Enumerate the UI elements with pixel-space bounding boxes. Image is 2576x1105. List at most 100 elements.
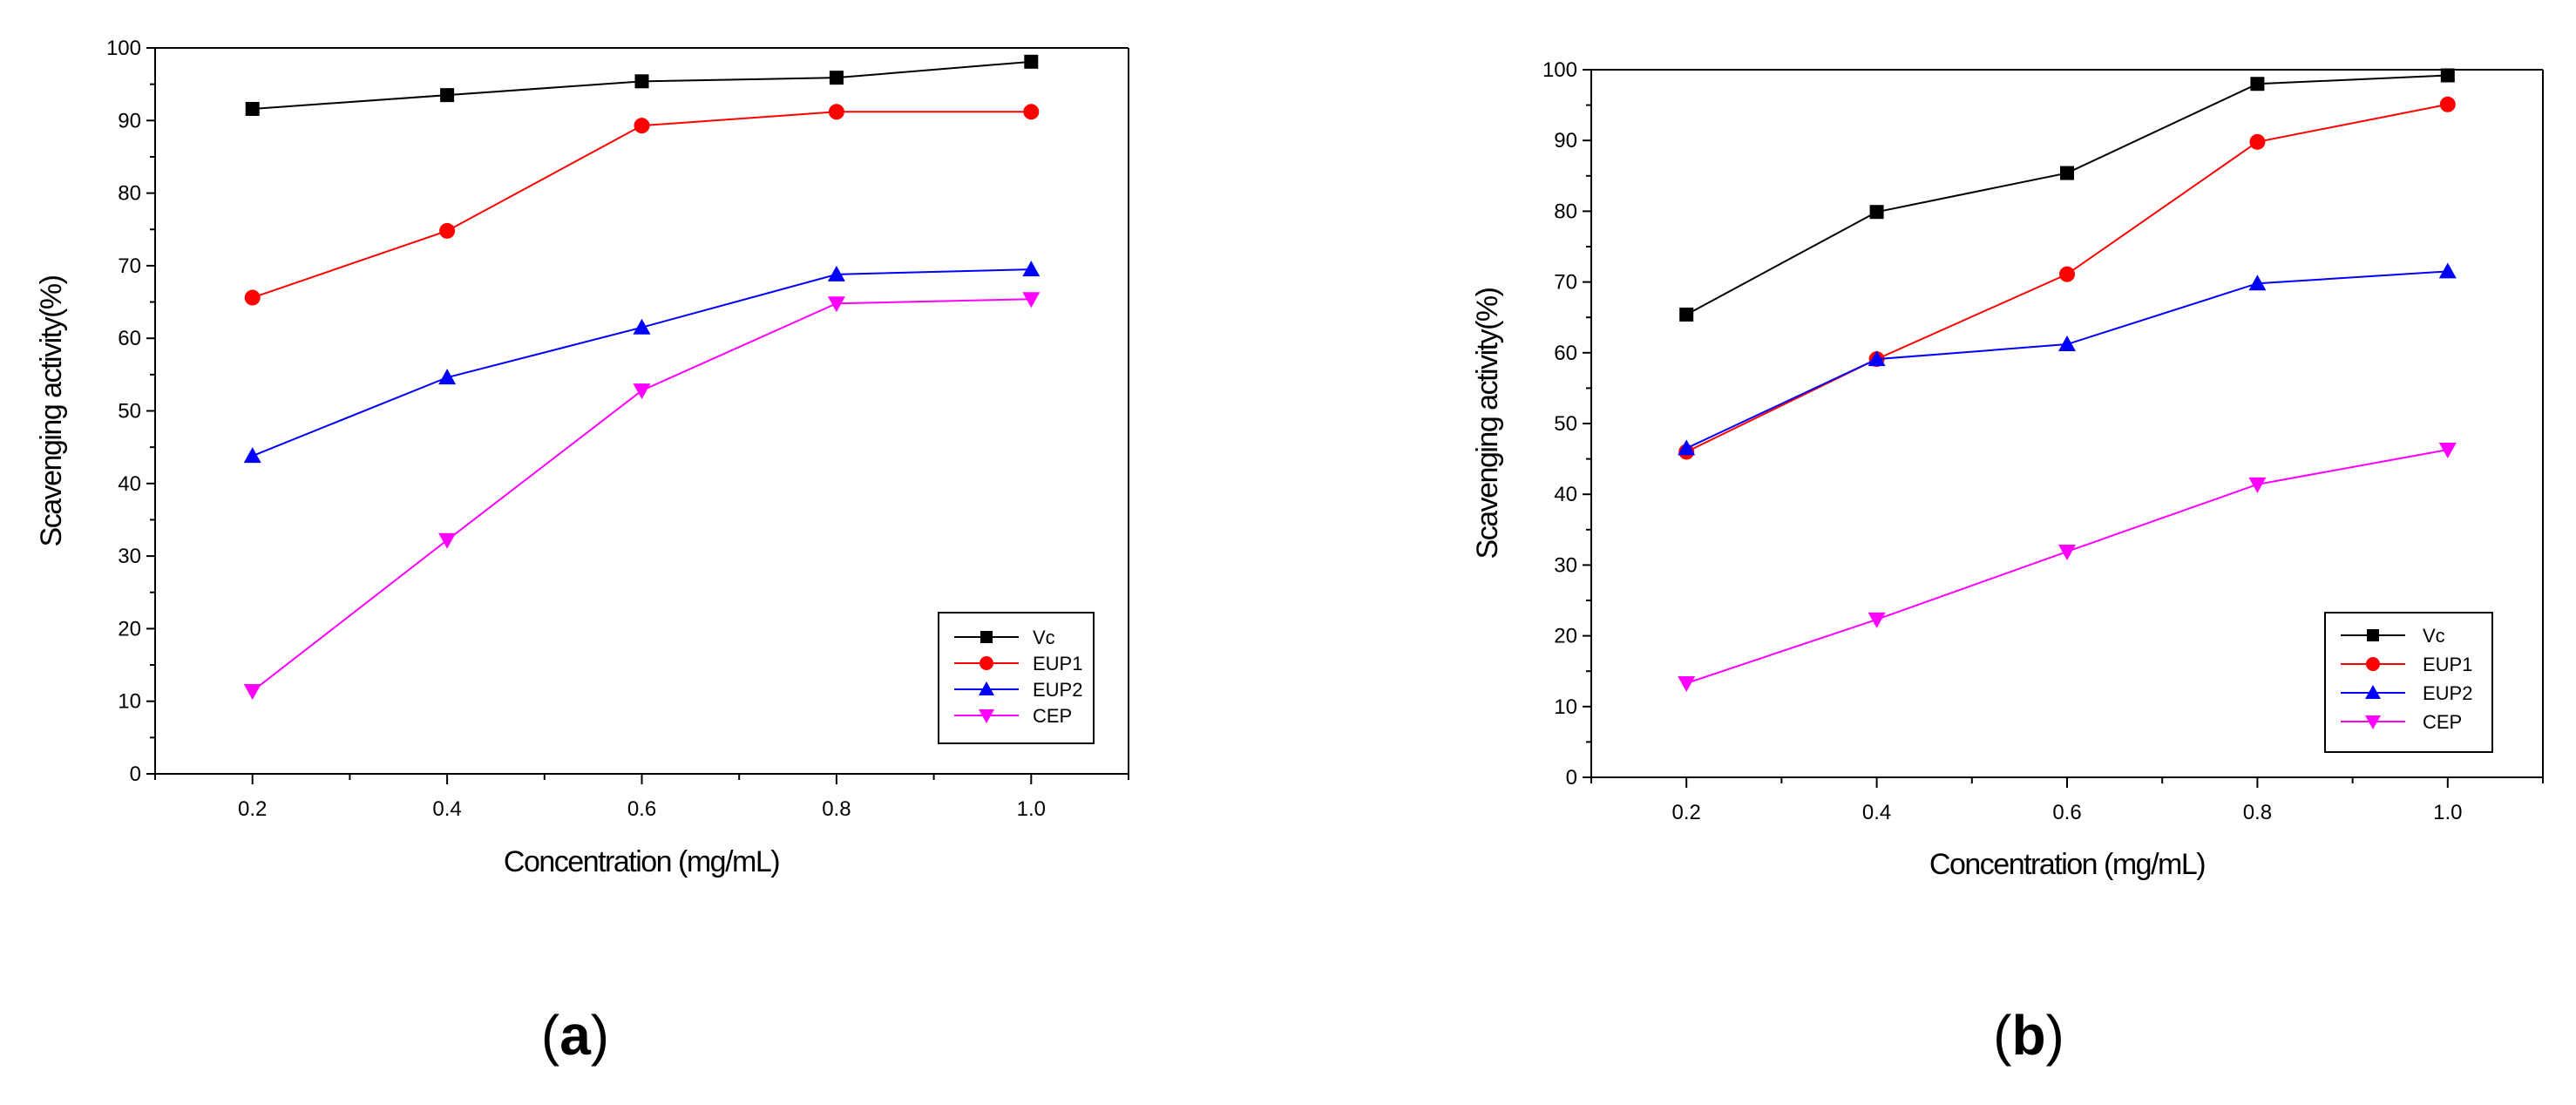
panel-b-legend-eup2-label: EUP2 bbox=[2423, 682, 2472, 704]
panel-a-vc-point bbox=[829, 71, 844, 85]
panel-b-legend-cep-marker bbox=[2365, 715, 2381, 729]
panel-a-legend-eup2-label: EUP2 bbox=[1033, 679, 1082, 701]
panel-a-x-ticks: 0.2 0.4 0.6 0.8 1.0 bbox=[154, 774, 1129, 821]
panel-a-legend-box bbox=[938, 612, 1095, 744]
panel-b-y-tick-label: 80 bbox=[1554, 200, 1577, 223]
panel-b-y-tick-label: 60 bbox=[1554, 342, 1577, 365]
panel-a-cep-point bbox=[827, 296, 845, 313]
panel-b-x-tick-label: 1.0 bbox=[2433, 801, 2462, 824]
panel-a-legend: Vc EUP1 EUP2 CEP bbox=[938, 612, 1095, 744]
panel-b-legend-eup2-marker bbox=[2365, 685, 2381, 699]
panel-b-label-close: ) bbox=[2046, 1004, 2064, 1067]
panel-a-y-tick-label: 40 bbox=[118, 472, 141, 496]
panel-a-cep-point bbox=[1022, 292, 1041, 308]
panel-b-legend-eup1-label: EUP1 bbox=[2423, 654, 2472, 675]
panel-b-y-tick-label: 90 bbox=[1554, 129, 1577, 153]
panel-a-label-open: ( bbox=[541, 1004, 559, 1067]
panel-b-vc-point bbox=[2440, 68, 2455, 83]
panel-a-eup1-point bbox=[244, 289, 261, 306]
panel-b-vc-point bbox=[2250, 77, 2265, 92]
panel-b-legend-entries: Vc EUP1 EUP2 CEP bbox=[2341, 625, 2472, 733]
panel-a-y-tick-label: 30 bbox=[118, 545, 141, 568]
panel-b-cep-point bbox=[1868, 612, 1886, 628]
panel-b-vc-point bbox=[1679, 307, 1694, 322]
panel-a-eup2-line bbox=[252, 268, 1032, 458]
panel-b-label-letter: b bbox=[2011, 1004, 2045, 1067]
panel-a-legend-eup2-marker bbox=[979, 681, 994, 695]
panel-b-cep-point bbox=[2438, 443, 2457, 459]
panel-b-eup1-point bbox=[2249, 133, 2266, 150]
panel-a-y-tick-label: 20 bbox=[118, 617, 141, 641]
panel-a-x-tick-label: 1.0 bbox=[1017, 797, 1046, 821]
panel-a-legend-cep-label: CEP bbox=[1033, 705, 1072, 727]
panel-b-x-tick-label: 0.8 bbox=[2243, 801, 2272, 824]
panel-b-x-tick-label: 0.6 bbox=[2052, 801, 2081, 824]
panel-a-label: (a) bbox=[541, 1004, 609, 1067]
panel-a-ylabel: Scavenging activity(%) bbox=[35, 275, 68, 546]
panel-a-vc-point bbox=[440, 88, 455, 103]
panel-b-eup2-point bbox=[1868, 350, 1886, 367]
panel-a-y-tick-label: 100 bbox=[106, 37, 141, 60]
panel-a-xlabel: Concentration (mg/mL) bbox=[504, 845, 779, 878]
panel-a-legend-vc-marker bbox=[980, 631, 993, 643]
panel-a-eup1-point bbox=[634, 118, 650, 134]
panel-a-eup2-point bbox=[827, 265, 845, 281]
panel-a-cep-point bbox=[243, 684, 261, 701]
panel-a-legend-cep-marker bbox=[979, 709, 994, 723]
panel-b-x-tick-label: 0.2 bbox=[1672, 801, 1701, 824]
panel-b-label: (b) bbox=[1993, 1004, 2064, 1067]
panel-a-y-tick-label: 90 bbox=[118, 109, 141, 132]
chart-panel-b: 0 10 20 30 40 50 60 70 80 90 100 0.2 0.4 0.6 0.8 1.0 S… bbox=[1471, 58, 2544, 1067]
panel-b-ylabel: Scavenging activity(%) bbox=[1471, 288, 1504, 559]
panel-a-label-letter: a bbox=[559, 1004, 591, 1067]
panel-a-series bbox=[243, 54, 1041, 701]
panel-b-eup2-point bbox=[2438, 262, 2457, 279]
panel-a-x-tick-label: 0.2 bbox=[238, 797, 267, 821]
panel-b-eup2-point bbox=[2058, 336, 2076, 352]
panel-b-label-open: ( bbox=[1993, 1004, 2011, 1067]
panel-a-vc-point bbox=[245, 101, 260, 116]
panel-a-cep-point bbox=[633, 383, 651, 400]
panel-b-y-ticks: 0 10 20 30 40 50 60 70 80 90 100 bbox=[1542, 58, 1591, 790]
panel-a-cep-point bbox=[438, 532, 457, 549]
panel-b-x-tick-label: 0.4 bbox=[1862, 801, 1891, 824]
panel-b-x-ticks: 0.2 0.4 0.6 0.8 1.0 bbox=[1590, 777, 2544, 824]
panel-a-legend-entries: Vc EUP1 EUP2 CEP bbox=[954, 627, 1082, 727]
panel-a-cep-line bbox=[252, 298, 1032, 692]
panel-b-eup2-point bbox=[2248, 275, 2267, 291]
panel-b-y-tick-label: 40 bbox=[1554, 483, 1577, 506]
panel-a-legend-eup1-marker bbox=[980, 656, 993, 670]
panel-a-eup2-point bbox=[243, 447, 261, 464]
panel-a-eup1-point bbox=[1023, 104, 1040, 120]
panel-a-eup2-point bbox=[438, 369, 457, 385]
panel-a-y-tick-label: 10 bbox=[118, 690, 141, 714]
panel-a-y-tick-label: 60 bbox=[118, 327, 141, 350]
panel-b-cep-point bbox=[2058, 544, 2076, 560]
panel-b-series bbox=[1678, 68, 2457, 693]
panel-b-legend-vc-marker bbox=[2367, 629, 2379, 641]
panel-b-eup1-point bbox=[2439, 96, 2456, 112]
panel-a-eup1-point bbox=[828, 104, 844, 120]
panel-a-y-ticks: 0 10 20 30 40 50 60 70 80 90 100 bbox=[106, 37, 155, 786]
panel-a-x-tick-label: 0.4 bbox=[432, 797, 461, 821]
panel-a-eup2-point bbox=[1022, 261, 1041, 277]
panel-a-x-tick-label: 0.6 bbox=[627, 797, 656, 821]
panel-b-xlabel: Concentration (mg/mL) bbox=[1929, 848, 2205, 881]
panel-a-legend-vc-label: Vc bbox=[1033, 627, 1055, 648]
panel-a-vc-point bbox=[1024, 54, 1039, 69]
panel-a-y-tick-label: 50 bbox=[118, 400, 141, 424]
panel-b-legend-cep-label: CEP bbox=[2423, 711, 2462, 733]
panel-b-vc-point bbox=[1869, 205, 1884, 220]
panel-b-y-tick-label: 100 bbox=[1542, 58, 1577, 82]
panel-a-legend-eup1-label: EUP1 bbox=[1033, 653, 1082, 675]
panel-a-eup1-line bbox=[252, 111, 1032, 299]
panel-b-eup2-line bbox=[1685, 270, 2448, 450]
panel-b-cep-point bbox=[2248, 477, 2267, 493]
chart-panel-a: 0 10 20 30 40 50 60 70 80 90 100 0.2 0.4 0.6 0.8 1.0 S… bbox=[35, 37, 1129, 1067]
panel-a-vc-point bbox=[634, 74, 649, 89]
panel-b-cep-point bbox=[1678, 676, 1696, 693]
panel-a-y-tick-label: 0 bbox=[130, 763, 141, 786]
panel-a-x-tick-label: 0.8 bbox=[822, 797, 851, 821]
panel-b-y-tick-label: 50 bbox=[1554, 412, 1577, 436]
